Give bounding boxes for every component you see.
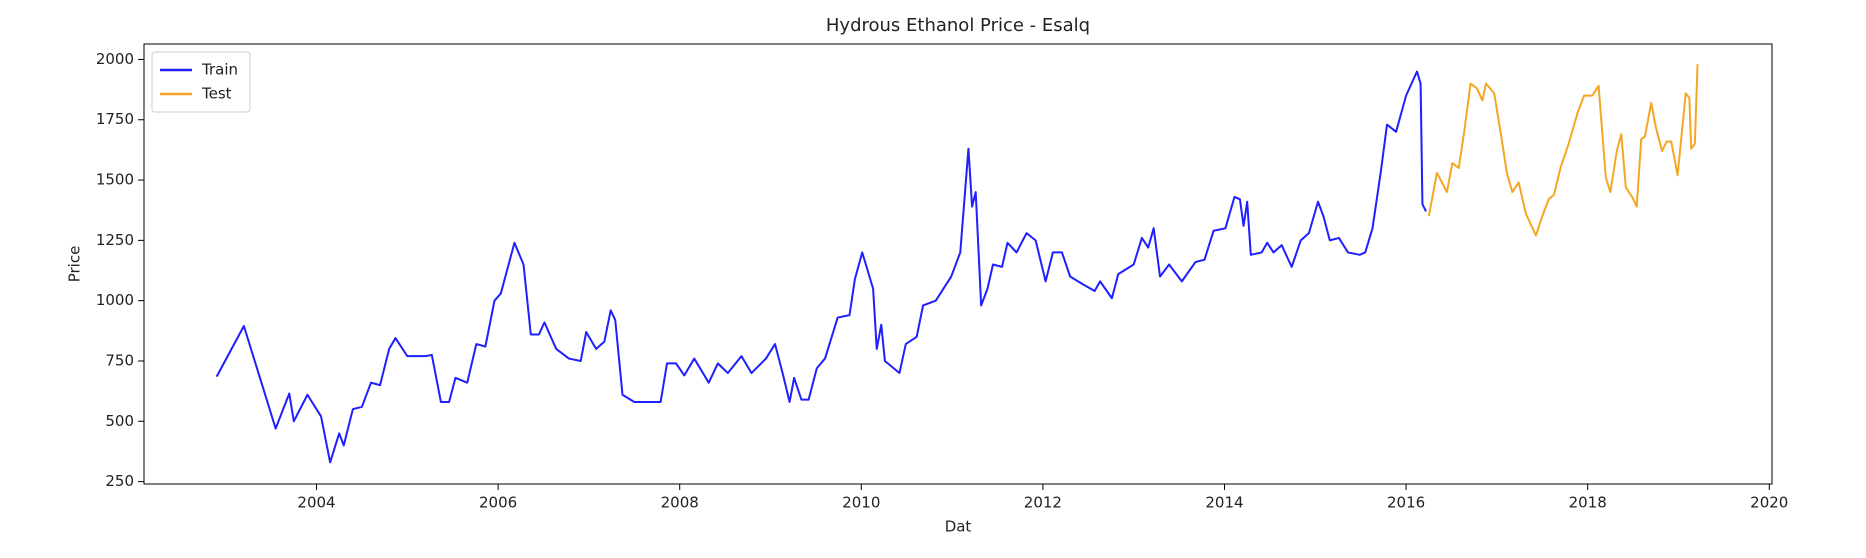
y-tick-label: 2000 bbox=[96, 50, 134, 68]
y-tick-label: 750 bbox=[105, 351, 134, 369]
x-tick-label: 2020 bbox=[1750, 494, 1788, 512]
y-tick-label: 1500 bbox=[96, 171, 134, 189]
y-tick-label: 1250 bbox=[96, 231, 134, 249]
series-line bbox=[215, 70, 1427, 464]
x-tick-label: 2016 bbox=[1387, 494, 1425, 512]
x-tick-label: 2008 bbox=[661, 494, 699, 512]
x-tick-label: 2006 bbox=[479, 494, 517, 512]
x-tick-label: 2014 bbox=[1205, 494, 1243, 512]
x-axis-label: Dat bbox=[945, 518, 972, 536]
series-line bbox=[1427, 64, 1699, 237]
legend-box bbox=[151, 51, 251, 113]
y-tick-label: 500 bbox=[105, 412, 134, 430]
legend-label: Test bbox=[201, 85, 232, 103]
x-tick-label: 2018 bbox=[1569, 494, 1607, 512]
y-tick-label: 1000 bbox=[96, 291, 134, 309]
chart-title: Hydrous Ethanol Price - Esalq bbox=[826, 15, 1090, 36]
x-tick-label: 2004 bbox=[297, 494, 335, 512]
y-tick-label: 1750 bbox=[96, 110, 134, 128]
legend-label: Train bbox=[201, 61, 238, 79]
x-tick-label: 2012 bbox=[1024, 494, 1062, 512]
y-tick-label: 250 bbox=[105, 472, 134, 490]
plot-frame bbox=[143, 43, 1773, 485]
x-tick-label: 2010 bbox=[842, 494, 880, 512]
y-axis-label: Price bbox=[66, 246, 84, 283]
